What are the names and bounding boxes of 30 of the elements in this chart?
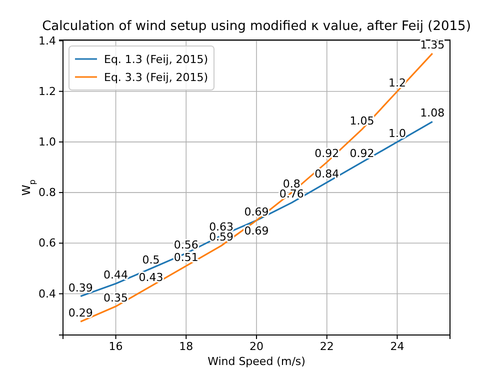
x-tick-label: 20	[250, 340, 264, 353]
data-label: 1.35	[420, 38, 445, 52]
x-tick-label: 18	[179, 340, 194, 353]
data-label: 1.0	[388, 126, 406, 140]
y-tick-label: 0.8	[38, 186, 56, 200]
data-label: 1.08	[420, 106, 445, 120]
x-tick-label: 22	[320, 340, 334, 353]
data-label: 1.2	[388, 76, 406, 90]
y-tick-label: 1.4	[38, 34, 56, 48]
y-tick-label: 1.0	[38, 135, 56, 148]
data-label: 0.69	[244, 205, 269, 218]
y-tick-label: 0.4	[38, 287, 56, 300]
data-label: 0.39	[68, 281, 93, 294]
data-label: 0.44	[104, 268, 128, 282]
data-label: 0.69	[244, 224, 269, 238]
data-label: 0.29	[68, 306, 93, 320]
y-tick-label: 0.6	[38, 236, 56, 250]
x-tick-label: 24	[390, 340, 404, 353]
data-label: 0.84	[314, 167, 340, 180]
legend-label: Eq. 3.3 (Feij, 2015)	[104, 71, 208, 84]
x-tick-label: 16	[108, 340, 123, 353]
data-label: 0.35	[104, 291, 128, 304]
legend-label: Eq. 1.3 (Feij, 2015)	[104, 53, 208, 66]
data-label: 0.56	[174, 238, 198, 252]
y-tick-label: 1.2	[38, 84, 56, 98]
chart-title: Calculation of wind setup using modified κ value, after Feij (2015)	[42, 19, 471, 34]
data-label: 0.5	[142, 253, 160, 266]
data-label: 0.43	[138, 271, 164, 284]
data-label: 0.92	[350, 147, 374, 160]
x-axis-title: Wind Speed (m/s)	[208, 355, 306, 368]
